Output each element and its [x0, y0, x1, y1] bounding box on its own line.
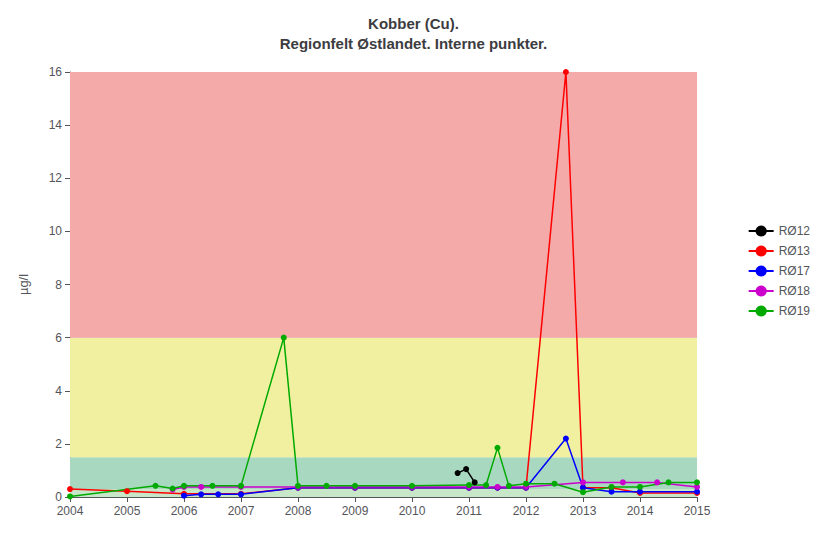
- svg-text:16: 16: [49, 65, 63, 79]
- svg-text:8: 8: [55, 278, 62, 292]
- svg-text:RØ19: RØ19: [779, 304, 811, 318]
- svg-text:2009: 2009: [342, 504, 369, 518]
- svg-text:Regionfelt Østlandet. Interne: Regionfelt Østlandet. Interne punkter.: [280, 35, 548, 52]
- svg-text:2007: 2007: [228, 504, 255, 518]
- svg-text:14: 14: [49, 118, 63, 132]
- svg-text:2008: 2008: [285, 504, 312, 518]
- svg-text:Kobber (Cu).: Kobber (Cu).: [368, 15, 459, 32]
- svg-text:2004: 2004: [57, 504, 84, 518]
- svg-text:RØ13: RØ13: [779, 244, 811, 258]
- svg-text:0: 0: [55, 490, 62, 504]
- svg-text:2011: 2011: [456, 504, 482, 518]
- svg-text:4: 4: [55, 384, 62, 398]
- svg-text:10: 10: [49, 224, 63, 238]
- svg-text:2010: 2010: [399, 504, 426, 518]
- svg-text:2013: 2013: [570, 504, 597, 518]
- svg-text:2014: 2014: [627, 504, 654, 518]
- svg-text:6: 6: [55, 331, 62, 345]
- svg-text:2005: 2005: [114, 504, 141, 518]
- svg-text:2012: 2012: [513, 504, 540, 518]
- svg-text:µg/l: µg/l: [16, 274, 31, 295]
- svg-text:RØ17: RØ17: [779, 264, 811, 278]
- svg-text:2006: 2006: [171, 504, 198, 518]
- svg-text:12: 12: [49, 171, 63, 185]
- svg-text:2015: 2015: [684, 504, 711, 518]
- svg-text:RØ18: RØ18: [779, 284, 811, 298]
- svg-text:2: 2: [55, 437, 62, 451]
- svg-text:RØ12: RØ12: [779, 224, 811, 238]
